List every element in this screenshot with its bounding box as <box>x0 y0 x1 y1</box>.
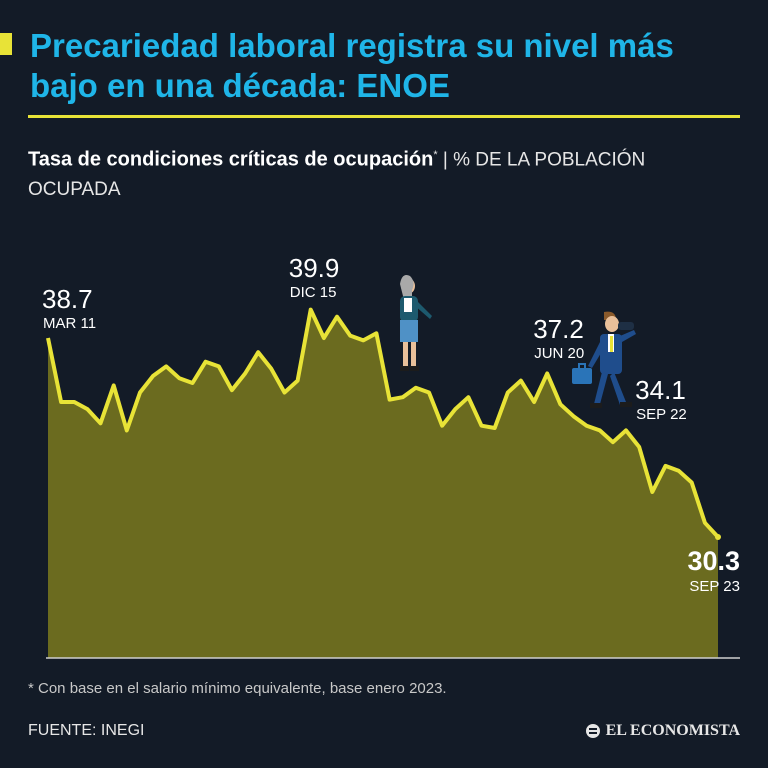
brand-logo: EL ECONOMISTA <box>585 722 740 740</box>
businessman-binoculars-icon <box>572 311 636 408</box>
footnote: * Con base en el salario mínimo equivale… <box>28 680 447 697</box>
woman-figure-icon <box>400 275 432 371</box>
annotation-value: 34.1 <box>635 375 686 405</box>
title-divider <box>28 115 740 118</box>
annotation-value: 30.3 <box>687 546 740 576</box>
page-title: Precariedad laboral registra su nivel má… <box>30 27 674 104</box>
subtitle-unit: | % DE LA POBLACIÓN OCUPADA <box>28 149 646 201</box>
annotation-value: 38.7 <box>42 284 93 314</box>
series-line <box>46 307 720 539</box>
source-credit: FUENTE: INEGI <box>28 722 145 739</box>
annotation-date: SEP 23 <box>689 578 740 595</box>
annotation-value: 37.2 <box>533 314 584 344</box>
annotation-value: 39.9 <box>289 253 340 283</box>
annotation-date: SEP 22 <box>636 406 687 423</box>
subtitle-footnote-mark: * <box>433 149 438 161</box>
annotation-date: JUN 20 <box>534 345 584 362</box>
subtitle-measure: Tasa de condiciones críticas de ocupació… <box>28 148 434 171</box>
annotation-date: MAR 11 <box>43 315 96 332</box>
chart-subtitle: Tasa de condiciones críticas de ocupació… <box>28 140 728 205</box>
area-fill <box>48 309 718 658</box>
annotation-date: DIC 15 <box>290 284 337 301</box>
newspaper-logo-icon <box>585 724 600 738</box>
end-point-marker <box>715 534 721 540</box>
title-accent-bar <box>0 33 12 55</box>
brand-name: EL ECONOMISTA <box>605 722 740 739</box>
